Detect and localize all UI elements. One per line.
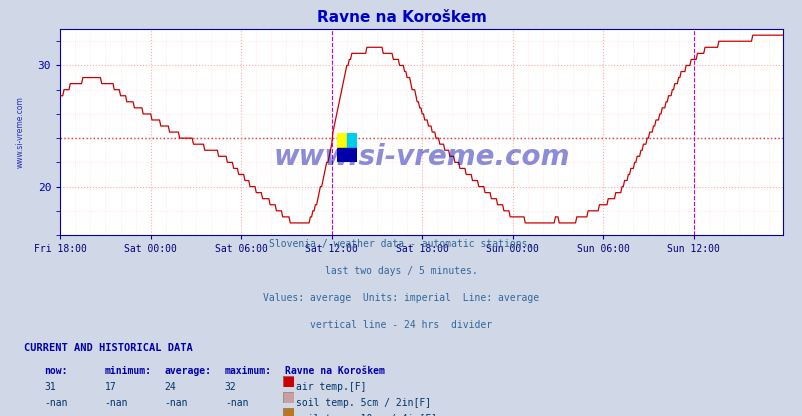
Text: last two days / 5 minutes.: last two days / 5 minutes. [325, 266, 477, 276]
Text: Values: average  Units: imperial  Line: average: Values: average Units: imperial Line: av… [263, 293, 539, 303]
Text: Ravne na Koroškem: Ravne na Koroškem [316, 10, 486, 25]
Text: minimum:: minimum: [104, 366, 152, 376]
Text: www.si-vreme.com: www.si-vreme.com [16, 96, 25, 168]
Text: 31: 31 [44, 382, 56, 392]
Text: -nan: -nan [104, 414, 128, 416]
Bar [336, 133, 346, 148]
Text: Ravne na Koroškem: Ravne na Koroškem [285, 366, 384, 376]
Text: -nan: -nan [44, 414, 67, 416]
Text: soil temp. 10cm / 4in[F]: soil temp. 10cm / 4in[F] [295, 414, 436, 416]
Text: CURRENT AND HISTORICAL DATA: CURRENT AND HISTORICAL DATA [24, 343, 192, 353]
Text: -nan: -nan [225, 414, 248, 416]
Text: -nan: -nan [104, 398, 128, 408]
Text: 17: 17 [104, 382, 116, 392]
Text: -nan: -nan [164, 398, 188, 408]
Text: maximum:: maximum: [225, 366, 272, 376]
Text: www.si-vreme.com: www.si-vreme.com [273, 143, 569, 171]
Text: -nan: -nan [225, 398, 248, 408]
Text: -nan: -nan [164, 414, 188, 416]
Text: average:: average: [164, 366, 212, 376]
Text: 32: 32 [225, 382, 237, 392]
Text: Slovenia / weather data - automatic stations.: Slovenia / weather data - automatic stat… [269, 239, 533, 249]
Bar [336, 148, 356, 162]
Text: 24: 24 [164, 382, 176, 392]
Text: soil temp. 5cm / 2in[F]: soil temp. 5cm / 2in[F] [295, 398, 430, 408]
Bar [346, 133, 356, 148]
Text: -nan: -nan [44, 398, 67, 408]
Text: vertical line - 24 hrs  divider: vertical line - 24 hrs divider [310, 320, 492, 330]
Text: now:: now: [44, 366, 67, 376]
Text: air temp.[F]: air temp.[F] [295, 382, 366, 392]
